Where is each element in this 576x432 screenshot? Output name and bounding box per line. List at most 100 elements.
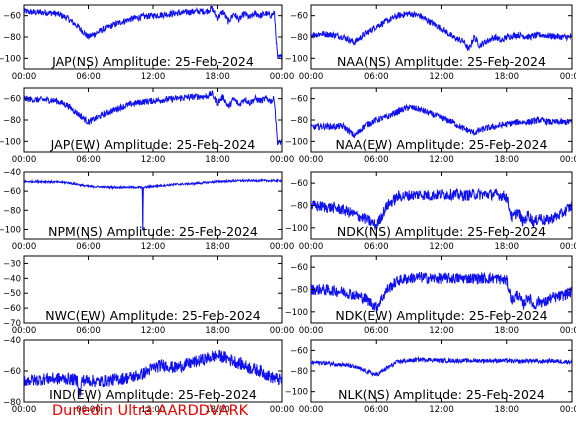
x-tick-label: 00:00 [12,155,37,165]
x-tick-label: 06:00 [364,72,389,82]
x-tick-label: 06:00 [364,405,389,415]
panel-nlk-ns: −100 −80 −60 00:00 06:00 12:00 18:00 00:00 NLK(N… [285,339,576,415]
trace-line [24,349,282,398]
x-tick-label: 12:00 [141,405,166,415]
y-tick-label: −60 [290,346,308,356]
y-tick-label: −100 [0,54,21,64]
trace-line [24,5,282,61]
x-tick-label: 12:00 [141,326,166,336]
y-tick-label: −80 [3,206,21,216]
x-tick-label: 18:00 [495,72,520,82]
x-tick-label: 00:00 [560,405,576,415]
plot-frame [310,171,573,240]
y-tick-label: −100 [0,225,21,235]
panel-title: NAA(EW) Amplitude: 25-Feb-2024 [336,137,548,152]
y-tick-label: −50 [3,289,21,299]
panel-ndk-ns: −100 −80 −60 00:00 06:00 12:00 18:00 00:00 NDK(N… [285,171,576,252]
x-tick-label: 00:00 [299,72,324,82]
y-tick-label: −80 [3,116,21,126]
y-tick-label: −80 [290,116,308,126]
x-tick-label: 00:00 [560,155,576,165]
x-tick-label: 00:00 [560,72,576,82]
y-tick-label: −70 [3,319,21,329]
panel-ind-ew: −80 −60 −40 00:00 06:00 12:00 18:00 00:00 IND(EW… [3,336,294,415]
y-tick-label: −100 [0,137,21,147]
panel-title: JAP(EW) Amplitude: 25-Feb-2024 [50,137,256,152]
x-tick-label: 06:00 [76,72,101,82]
panel-title: NDK(EW) Amplitude: 25-Feb-2024 [335,308,547,323]
x-tick-label: 00:00 [12,242,37,252]
x-tick-label: 00:00 [299,326,324,336]
trace-line [311,10,572,51]
panel-title: NLK(NS) Amplitude: 25-Feb-2024 [338,387,545,402]
x-tick-label: 18:00 [495,326,520,336]
y-tick-label: −100 [285,308,308,318]
x-tick-label: 06:00 [76,155,101,165]
y-tick-label: −40 [3,274,21,284]
plot-frame [23,339,283,403]
y-tick-label: −60 [3,367,21,377]
panel-title: IND(EW) Amplitude: 25-Feb-2024 [49,387,257,402]
x-tick-label: 06:00 [364,155,389,165]
panel-jap-ns: −100 −80 −60 00:00 06:00 12:00 18:00 00:00 JAP(N… [0,4,295,82]
x-tick-label: 12:00 [429,405,454,415]
x-tick-label: 12:00 [429,326,454,336]
x-tick-label: 00:00 [560,242,576,252]
trace-line [311,187,572,230]
y-tick-label: −60 [290,12,308,22]
x-tick-label: 18:00 [205,242,230,252]
panel-naa-ew: −100 −80 −60 00:00 06:00 12:00 18:00 00:00 NAA(E… [285,87,576,165]
footer-credit: Dunedin Ultra AARDDVARK [52,403,249,419]
y-tick-label: −80 [290,33,308,43]
y-tick-label: −60 [290,95,308,105]
x-tick-label: 18:00 [495,242,520,252]
y-tick-label: −60 [290,263,308,273]
y-tick-label: −80 [290,367,308,377]
y-tick-label: −100 [285,54,308,64]
x-tick-label: 00:00 [12,72,37,82]
plot-frame [310,255,573,324]
panel-title: NDK(NS) Amplitude: 25-Feb-2024 [337,224,546,239]
panel-nwc-ew: −70 −60 −50 −40 −30 00:00 06:00 12:00 18:00 00:00… [3,255,295,336]
x-tick-label: 00:00 [270,242,295,252]
y-tick-label: −40 [3,336,21,346]
x-tick-label: 12:00 [141,242,166,252]
y-tick-label: −80 [290,286,308,296]
x-tick-label: 12:00 [429,242,454,252]
x-tick-label: 00:00 [12,326,37,336]
x-tick-label: 12:00 [141,72,166,82]
x-tick-label: 00:00 [299,405,324,415]
y-tick-label: −80 [3,398,21,408]
x-tick-label: 00:00 [299,242,324,252]
x-tick-label: 06:00 [76,326,101,336]
x-tick-label: 00:00 [560,326,576,336]
panel-naa-ns: −100 −80 −60 00:00 06:00 12:00 18:00 00:00 NAA(N… [285,4,576,82]
plot-frame [310,339,573,403]
y-tick-label: −100 [285,137,308,147]
x-tick-label: 06:00 [76,242,101,252]
y-tick-label: −40 [3,168,21,178]
x-tick-label: 00:00 [270,405,295,415]
x-tick-label: 06:00 [364,326,389,336]
y-tick-label: −60 [290,179,308,189]
trace-line [311,103,572,138]
y-tick-label: −30 [3,259,21,269]
x-tick-label: 00:00 [270,155,295,165]
x-tick-label: 00:00 [12,405,37,415]
panel-title: NPM(NS) Amplitude: 25-Feb-2024 [48,224,258,239]
plot-frame [23,171,283,240]
x-tick-label: 00:00 [270,72,295,82]
y-tick-label: −80 [290,202,308,212]
y-tick-label: −60 [3,12,21,22]
panel-ndk-ew: −100 −80 −60 00:00 06:00 12:00 18:00 00:00 NDK(E… [285,255,576,336]
x-tick-label: 00:00 [270,326,295,336]
panel-title: JAP(NS) Amplitude: 25-Feb-2024 [51,54,254,69]
x-tick-label: 12:00 [141,155,166,165]
trace-line [24,177,282,223]
x-tick-label: 06:00 [76,405,101,415]
x-tick-label: 18:00 [205,72,230,82]
x-tick-label: 12:00 [429,72,454,82]
x-tick-label: 12:00 [429,155,454,165]
trace-line [311,355,572,377]
